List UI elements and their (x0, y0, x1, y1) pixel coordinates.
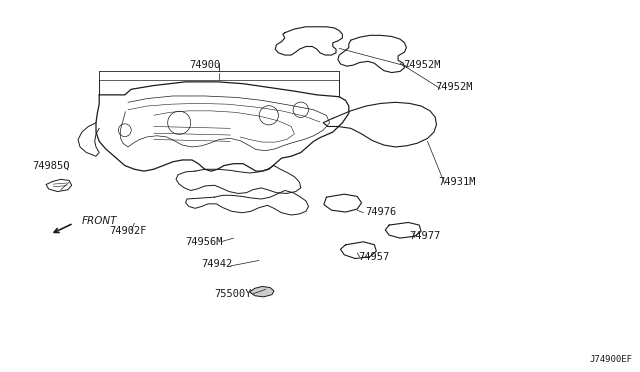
Text: 74976: 74976 (365, 207, 396, 217)
Text: J74900EF: J74900EF (589, 355, 632, 364)
Text: 75500Y: 75500Y (214, 289, 252, 299)
Text: 74902F: 74902F (109, 226, 147, 235)
Text: 74985Q: 74985Q (32, 161, 70, 170)
Text: 74931M: 74931M (438, 177, 476, 187)
Text: 74977: 74977 (410, 231, 441, 241)
Text: 74900: 74900 (189, 60, 220, 70)
Text: FRONT: FRONT (82, 217, 117, 226)
Text: 74952M: 74952M (435, 83, 473, 92)
Polygon shape (250, 286, 274, 297)
Text: 74952M: 74952M (403, 60, 441, 70)
Text: 74956M: 74956M (186, 237, 223, 247)
Text: 74942: 74942 (202, 259, 233, 269)
Text: 74957: 74957 (358, 252, 390, 262)
